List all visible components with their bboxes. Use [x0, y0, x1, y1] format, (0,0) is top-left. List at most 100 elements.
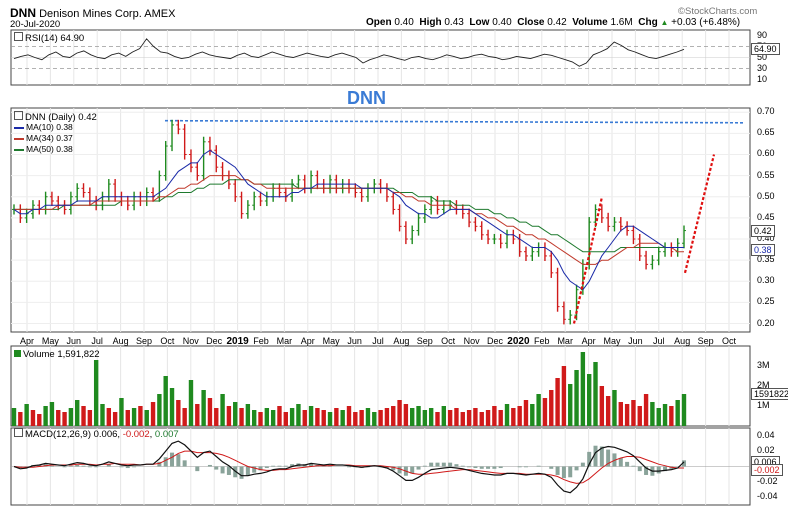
volume-bar — [81, 406, 86, 426]
macd-y-tick-label: -0.04 — [757, 491, 778, 502]
volume-bar — [37, 414, 42, 426]
volume-bar — [403, 404, 409, 426]
ma34-line — [14, 175, 684, 265]
volume-bar — [233, 402, 238, 426]
volume-bar — [176, 400, 181, 426]
volume-bar — [264, 408, 270, 426]
trend-line-rally-2 — [683, 154, 716, 274]
open-label: Open — [366, 17, 392, 28]
macd-histogram-bar — [587, 451, 592, 467]
macd-title: MACD(12,26,9) 0.006, -0.002, 0.007 — [14, 428, 179, 440]
volume-bar — [441, 406, 447, 426]
x-tick-label: Oct — [160, 336, 175, 346]
volume-bar — [384, 408, 390, 426]
price-y-tick-label: 0.65 — [757, 127, 775, 138]
volume-bar — [119, 398, 124, 426]
macd-histogram-bar — [517, 466, 522, 468]
macd-histogram-bar — [460, 465, 465, 467]
macd-histogram-bar — [157, 461, 162, 467]
macd-line — [13, 440, 685, 494]
x-tick-label: 2020 — [507, 336, 530, 347]
volume-bar — [416, 406, 421, 426]
volume-bar — [169, 388, 175, 426]
macd-histogram-bar — [644, 466, 649, 475]
ma50-legend: MA(50) 0.38 — [14, 144, 73, 154]
x-tick-label: Jun — [628, 336, 643, 346]
volume-bar — [334, 408, 339, 426]
volume-bar — [536, 394, 541, 426]
volume-bar — [422, 410, 428, 426]
price-icon — [14, 111, 23, 120]
macd-histogram-bar — [252, 466, 257, 473]
volume-bar — [485, 410, 491, 426]
macd-histogram-bar — [264, 466, 269, 469]
volume-bar — [87, 410, 93, 426]
volume-bar — [214, 408, 219, 426]
volume-last-value-badge: 1591822 — [751, 388, 788, 401]
volume-bar — [378, 410, 383, 426]
low-label: Low — [469, 17, 490, 28]
volume-bar — [258, 412, 263, 426]
x-tick-label: Apr — [19, 336, 35, 346]
macd-histogram-bar — [435, 462, 440, 467]
volume-bar — [207, 398, 213, 426]
x-tick-label: Feb — [534, 336, 550, 346]
volume-bar — [511, 408, 516, 426]
volume-bar — [631, 400, 636, 426]
volume-bar — [555, 378, 560, 426]
x-tick-label: Aug — [674, 336, 691, 346]
volume-bar — [523, 400, 529, 426]
macd-histogram-bar — [599, 446, 604, 467]
volume-title: Volume 1,591,822 — [14, 349, 100, 360]
volume-bar — [586, 374, 592, 426]
volume-bar — [391, 406, 396, 426]
volume-bar — [302, 410, 307, 426]
price-panel-frame — [10, 107, 751, 333]
x-tick-label: Aug — [393, 336, 410, 346]
price-last-value-badge: 0.42 — [751, 224, 775, 237]
x-tick-label: May — [603, 336, 621, 346]
macd-histogram-bar — [119, 466, 124, 468]
volume-bar — [498, 410, 503, 426]
volume-bar — [251, 410, 257, 426]
volume-bar — [277, 406, 282, 426]
macd-histogram-bar — [498, 466, 503, 469]
volume-bar — [296, 404, 301, 426]
volume-bar — [612, 390, 617, 426]
volume-bar — [138, 406, 143, 426]
price-y-tick-label: 0.40 — [757, 233, 775, 244]
volume-bar — [542, 398, 548, 426]
macd-histogram-bar — [536, 465, 541, 467]
volume-bar — [201, 390, 206, 426]
macd-histogram-bar — [106, 464, 111, 467]
macd-title-hist: 0.007 — [154, 429, 179, 440]
volume-bar — [43, 406, 48, 426]
volume-bar — [561, 366, 567, 426]
open-value: 0.40 — [394, 17, 414, 28]
macd-histogram-bar — [448, 462, 453, 467]
volume-bar — [11, 408, 17, 426]
macd-title-signal: -0.002 — [122, 429, 150, 440]
volume-bar — [599, 386, 605, 426]
macd-histogram-bar — [258, 466, 263, 471]
volume-bar — [669, 406, 674, 426]
macd-icon — [14, 428, 23, 437]
macd-histogram-bar — [125, 466, 130, 469]
high-value: 0.43 — [444, 17, 464, 28]
volume-bar — [410, 408, 415, 426]
x-tick-label: Sep — [697, 336, 714, 346]
volume-bar — [365, 408, 371, 426]
volume-bar — [574, 370, 579, 426]
macd-histogram-bar — [94, 466, 99, 468]
company-name: Denison Mines Corp. — [39, 8, 142, 20]
ma-last-value-badge: 0.38 — [751, 243, 775, 256]
volume-bar — [327, 412, 333, 426]
macd-title-main: MACD(12,26,9) 0.006, — [25, 429, 123, 440]
price-y-tick-label: 0.25 — [757, 296, 775, 307]
rsi-line — [13, 38, 685, 67]
ma10-line — [13, 149, 684, 291]
x-tick-label: Oct — [721, 336, 737, 346]
volume-bar — [492, 406, 497, 426]
price-y-tick-label: 0.70 — [757, 106, 775, 117]
